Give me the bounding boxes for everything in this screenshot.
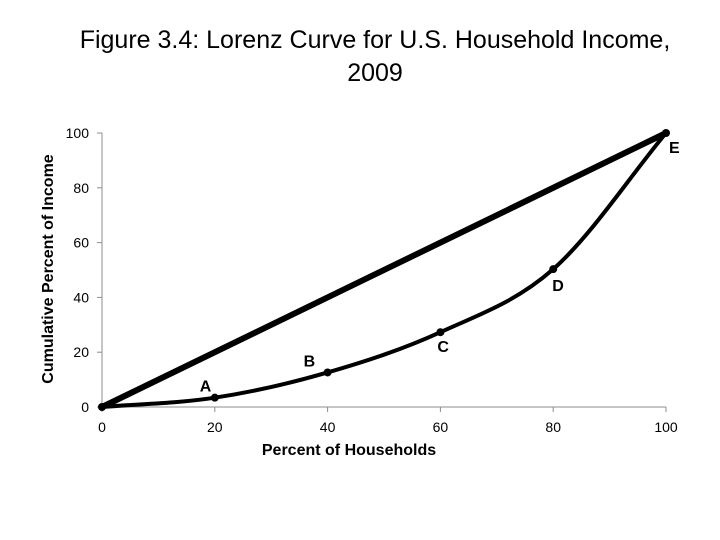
x-tick-label: 20 bbox=[207, 419, 223, 435]
chart-title: Figure 3.4: Lorenz Curve for U.S. Househ… bbox=[79, 26, 671, 87]
lorenz-point bbox=[98, 403, 106, 411]
lorenz-point bbox=[549, 265, 558, 274]
series-layer bbox=[99, 130, 669, 410]
annotation-layer: A B C D E bbox=[200, 140, 680, 396]
x-tick-label: 0 bbox=[98, 419, 106, 435]
points-layer bbox=[98, 129, 670, 411]
lorenz-point bbox=[210, 393, 219, 402]
x-tick-label: 60 bbox=[433, 419, 449, 435]
point-label: C bbox=[437, 339, 449, 356]
y-tick-label: 40 bbox=[73, 289, 89, 305]
y-tick-label: 100 bbox=[66, 125, 90, 141]
lorenz-point bbox=[323, 368, 332, 377]
y-axis-title: Cumulative Percent of Income bbox=[40, 154, 57, 383]
y-tick-label: 80 bbox=[73, 180, 89, 196]
x-tick-label: 100 bbox=[654, 419, 678, 435]
equality-line bbox=[99, 130, 669, 410]
x-tick-label: 40 bbox=[320, 419, 336, 435]
axes bbox=[101, 133, 666, 408]
y-tick-label: 60 bbox=[73, 235, 89, 251]
x-tick-label: 80 bbox=[545, 419, 561, 435]
ticks: 0 20 40 60 80 100 0 20 40 60 80 100 bbox=[66, 125, 678, 435]
lorenz-point bbox=[436, 328, 445, 337]
y-tick-label: 0 bbox=[81, 399, 89, 415]
point-label: B bbox=[304, 353, 316, 370]
point-label: E bbox=[669, 140, 680, 157]
lorenz-curve-line bbox=[100, 131, 668, 409]
y-tick-label: 20 bbox=[73, 344, 89, 360]
x-axis-title: Percent of Households bbox=[262, 442, 436, 459]
point-label: A bbox=[200, 379, 212, 396]
point-label: D bbox=[552, 278, 564, 295]
lorenz-point bbox=[662, 129, 670, 137]
